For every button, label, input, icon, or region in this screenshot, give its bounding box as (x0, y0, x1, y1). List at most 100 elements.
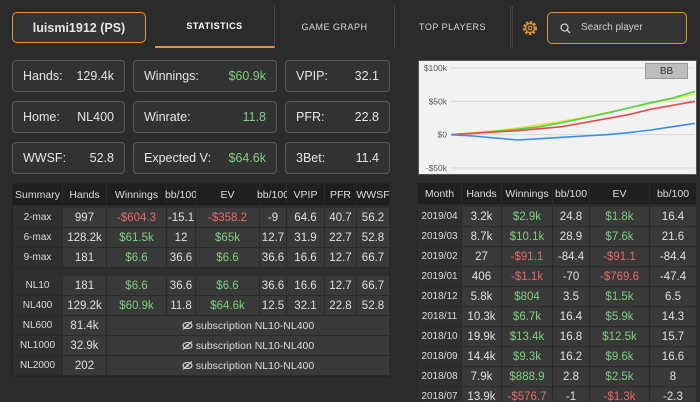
table-cell: 52.8 (357, 228, 390, 248)
table-cell: 40.7 (325, 208, 357, 228)
table-cell: 14.3 (650, 307, 697, 327)
user-button[interactable]: luismi1912 (PS) (12, 12, 146, 43)
row-label: 2019/01 (418, 267, 462, 287)
table-cell: 8 (650, 367, 697, 387)
tab[interactable]: STATISTICS (155, 6, 275, 48)
column-header: EV (590, 183, 650, 205)
row-label: 9-max (13, 248, 63, 268)
table-cell: $6.6 (196, 276, 260, 296)
table-cell: 16.4 (553, 307, 590, 327)
graph-panel: $100k $50k $0 -$50k BB (418, 60, 697, 175)
table-cell: 64.6 (287, 208, 325, 228)
table-cell: 52.8 (357, 296, 390, 316)
tab[interactable]: TOP PLAYERS (393, 6, 513, 48)
table-cell: -$91.1 (590, 247, 650, 267)
table-cell: 14.4k (462, 347, 502, 367)
table-cell: $13.4k (502, 327, 553, 347)
column-header: WWSF (356, 184, 390, 206)
column-header: EV (196, 184, 260, 206)
table-cell: $804 (502, 287, 553, 307)
row-label: NL10 (13, 276, 63, 296)
table-cell: 32.9k (63, 336, 107, 356)
row-label: 2018/08 (418, 367, 462, 387)
column-header: bb/100 (650, 183, 697, 205)
table-cell: -$604.3 (107, 208, 167, 228)
column-header: Winnings (107, 184, 167, 206)
y-tick-label: -$50k (426, 163, 448, 173)
column-header: bb/100 (165, 184, 197, 206)
stat-box: VPIP: 32.1 (285, 60, 390, 92)
table-cell: -84.4 (553, 247, 590, 267)
row-label: 2-max (13, 208, 63, 228)
table-cell: 16.2 (553, 347, 590, 367)
stat-box: PFR: 22.8 (285, 101, 390, 133)
table-cell: $12.5k (590, 327, 650, 347)
unit-button[interactable]: BB (645, 63, 688, 79)
row-label: NL400 (13, 296, 63, 316)
table-cell: 16.6 (287, 276, 325, 296)
table-cell: 997 (63, 208, 107, 228)
table-cell: 22.8 (325, 296, 357, 316)
table-cell: $6.6 (196, 248, 260, 268)
locked-text: subscription NL10-NL400 (195, 359, 315, 372)
table-cell: $1.5k (590, 287, 650, 307)
row-label: 6-max (13, 228, 63, 248)
table-cell: -9 (260, 208, 287, 228)
row-label: 2018/07 (418, 387, 462, 402)
search-icon (560, 23, 571, 34)
table-cell: $888.9 (502, 367, 553, 387)
graph-line (450, 100, 696, 136)
table-cell: 16.6 (650, 347, 697, 367)
table-cell: $64.6k (196, 296, 260, 316)
row-label: 2019/04 (418, 207, 462, 227)
table-cell: 12 (167, 228, 196, 248)
stat-label: 3Bet: (296, 151, 326, 165)
separator (510, 6, 511, 48)
stat-value: 52.8 (89, 151, 114, 165)
table-cell: 24.8 (553, 207, 590, 227)
locked-text: subscription NL10-NL400 (195, 339, 315, 352)
table-cell: -$1.3k (590, 387, 650, 402)
table-cell: 12.7 (325, 248, 357, 268)
tab[interactable]: GAME GRAPH (275, 6, 395, 48)
column-header: Month (418, 183, 462, 205)
stat-label: VPIP: (296, 69, 328, 83)
column-header: bb/100 (553, 183, 590, 205)
table-cell: $65k (196, 228, 260, 248)
y-tick-label: $100k (424, 63, 448, 73)
table-cell: $6.6 (107, 248, 167, 268)
table-cell: 19.9k (462, 327, 502, 347)
table-cell: -47.4 (650, 267, 697, 287)
stat-label: Expected V: (144, 151, 211, 165)
settings-icon[interactable] (521, 19, 539, 37)
table-cell: $7.6k (590, 227, 650, 247)
table-cell: 36.6 (167, 276, 196, 296)
row-label: 2018/11 (418, 307, 462, 327)
table-cell: 16.6 (287, 248, 325, 268)
table-cell: -84.4 (650, 247, 697, 267)
graph-line (450, 122, 696, 141)
row-label: NL600 (13, 316, 63, 336)
table-cell: $10.1k (502, 227, 553, 247)
table-cell: $6.6 (107, 276, 167, 296)
stat-box: Winnings: $60.9k (133, 60, 277, 92)
table-cell: 7.9k (462, 367, 502, 387)
y-tick-label: $0 (438, 130, 448, 140)
stat-label: Winnings: (144, 69, 199, 83)
table-cell: 32.1 (287, 296, 325, 316)
table-cell: 56.2 (357, 208, 390, 228)
column-header: Hands (462, 183, 502, 205)
locked-cell: subscription NL10-NL400 (107, 356, 390, 376)
table-cell: 3.2k (462, 207, 502, 227)
table-cell: 128.2k (63, 228, 107, 248)
locked-text: subscription NL10-NL400 (195, 319, 315, 332)
column-header: Hands (63, 184, 107, 206)
table-cell: $6.7k (502, 307, 553, 327)
stat-value: 11.8 (242, 110, 266, 124)
search-box[interactable]: Search player (547, 12, 687, 44)
hidden-icon (182, 341, 193, 350)
table-cell: 11.8 (167, 296, 196, 316)
stat-box: 3Bet: 11.4 (285, 142, 390, 174)
stat-box: Winrate: 11.8 (133, 101, 277, 133)
